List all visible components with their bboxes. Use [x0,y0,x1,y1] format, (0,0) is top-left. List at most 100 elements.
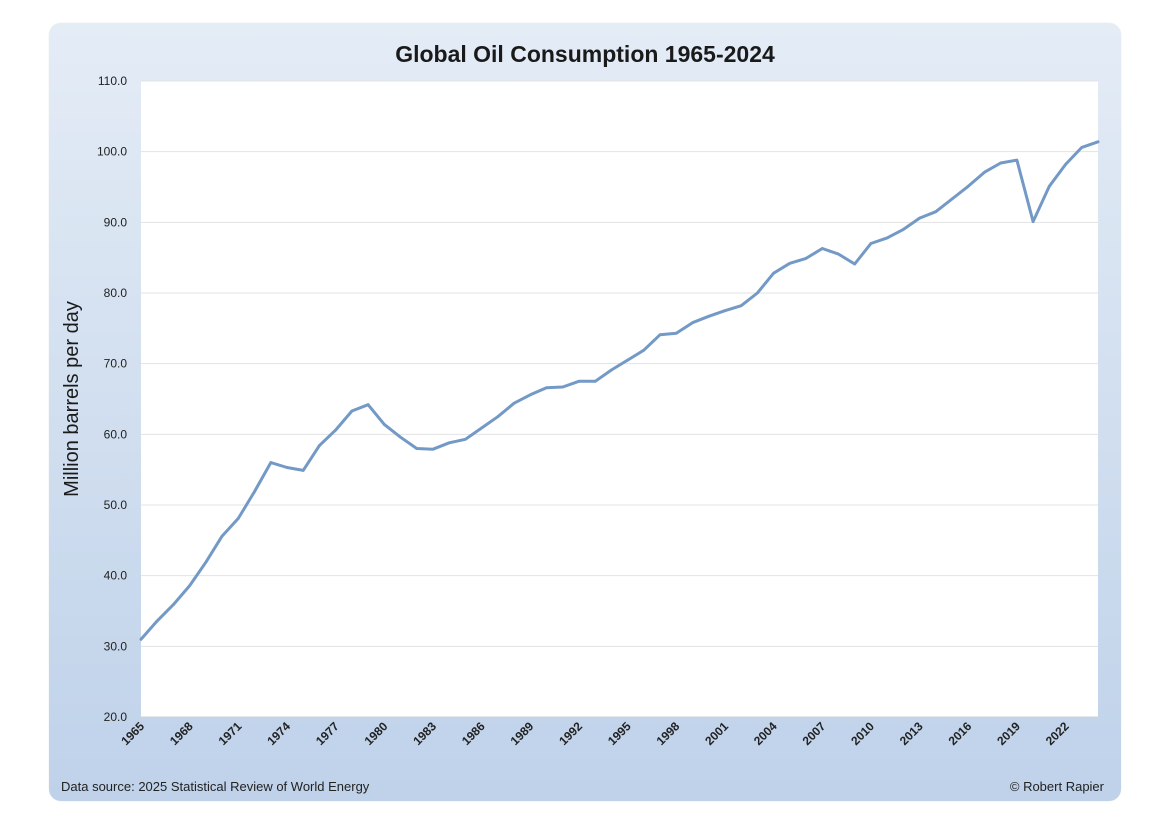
y-tick-label: 20.0 [104,710,128,724]
x-tick-label: 2013 [897,719,926,748]
x-tick-label: 1989 [508,719,537,748]
data-source-note: Data source: 2025 Statistical Review of … [61,779,370,794]
data-point [512,401,516,405]
data-point [464,437,467,441]
data-point [415,447,419,450]
y-axis-label: Million barrels per day [61,301,83,497]
data-point [269,461,273,464]
data-point [739,304,743,308]
data-point [885,236,889,240]
data-point [1096,140,1100,144]
data-point [1048,184,1051,188]
y-tick-label: 50.0 [104,498,128,512]
data-point [237,517,240,520]
data-point [204,560,208,564]
x-tick-label: 1998 [654,719,683,748]
data-point [1064,163,1067,166]
y-tick-label: 30.0 [104,639,128,653]
data-point [723,309,727,312]
data-point [577,380,581,383]
data-point [301,469,305,472]
x-tick-label: 1974 [264,719,293,748]
gridlines [141,80,1098,718]
y-tick-label: 70.0 [104,357,128,371]
data-point [820,247,824,250]
data-point [934,210,938,214]
data-point [869,242,873,245]
data-point [674,331,678,335]
x-tick-label: 1977 [313,719,342,748]
data-point [253,490,256,493]
data-point [707,315,711,318]
data-point [561,385,565,389]
data-point [610,368,613,372]
data-point [188,584,191,587]
data-point [626,358,629,362]
data-point [950,197,954,201]
x-tick-label: 1986 [459,719,488,748]
plot-area [141,81,1098,717]
data-point [1015,158,1019,162]
x-tick-label: 1992 [556,719,585,748]
x-tick-label: 2010 [848,719,877,748]
data-point [642,348,646,352]
x-tick-label: 1995 [605,719,634,748]
y-tick-label: 60.0 [104,427,128,441]
data-point [804,257,808,260]
data-point [447,441,451,445]
data-point [155,619,159,623]
data-point [545,386,548,389]
data-point [999,161,1002,165]
data-point [902,228,905,231]
data-point [399,435,402,439]
data-point [593,380,597,383]
copyright-credit: © Robert Rapier [1010,779,1105,794]
data-point [528,393,532,397]
data-point [772,271,775,275]
x-tick-label: 1983 [410,719,439,748]
x-tick-label: 1968 [167,719,196,748]
x-tick-label: 2007 [800,719,829,748]
data-point [318,444,321,447]
data-point [496,415,500,418]
y-tick-label: 100.0 [97,145,127,159]
chart-title: Global Oil Consumption 1965-2024 [395,41,775,67]
data-point [918,216,921,220]
series-group [139,140,1100,641]
data-point [172,603,175,606]
data-point [220,534,224,538]
data-point [756,291,759,295]
data-point [691,321,694,324]
data-point [350,409,354,413]
x-tick-label: 2019 [994,719,1023,748]
y-tick-label: 40.0 [104,569,128,583]
y-axis-ticks: 20.0 30.0 40.0 50.0 60.0 70.0 80.0 90.0 100.0 110… [97,74,127,724]
x-axis-ticks: 1965 1968 1971 1974 1977 1980 1983 1986 1989 1992… [118,719,1072,748]
x-tick-label: 2016 [946,719,975,748]
y-tick-label: 80.0 [104,286,128,300]
data-point [658,333,662,336]
x-tick-label: 2022 [1043,719,1072,748]
data-point [139,637,143,641]
x-tick-label: 2001 [702,719,731,748]
data-point [285,466,289,469]
data-point [480,426,483,430]
x-tick-label: 1971 [216,719,245,748]
data-point [431,447,435,451]
data-point [1080,146,1084,149]
data-point [1031,220,1035,223]
data-point [983,170,986,174]
data-point [366,403,370,406]
data-point [383,423,386,426]
data-point [334,428,337,432]
data-point [788,262,792,265]
data-point [837,252,840,256]
series-line [139,140,1100,641]
data-point [853,262,856,266]
x-tick-label: 2004 [751,719,780,748]
data-point [966,184,970,188]
y-tick-label: 110.0 [98,74,127,88]
y-tick-label: 90.0 [104,215,128,229]
x-tick-label: 1980 [362,719,391,748]
